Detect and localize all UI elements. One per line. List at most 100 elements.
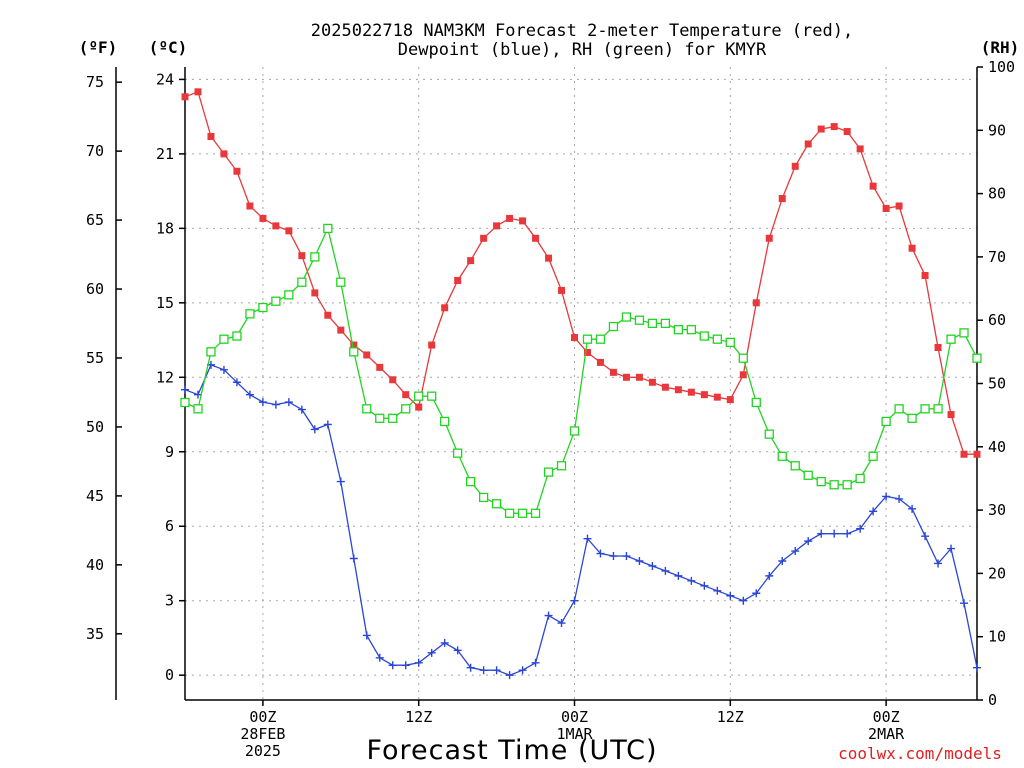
- celsius-tick-label: 18: [156, 219, 174, 237]
- celsius-tick-label: 3: [165, 592, 174, 610]
- dewpoint-point: [960, 599, 969, 608]
- rh-point: [868, 451, 878, 461]
- temperature-point: [350, 341, 358, 349]
- dewpoint-point: [258, 398, 267, 407]
- dewpoint-point: [817, 529, 826, 538]
- dewpoint-point: [882, 492, 891, 501]
- rh-point: [790, 461, 800, 471]
- temperature-point: [635, 373, 643, 381]
- temperature-point: [869, 182, 877, 190]
- rh-tick-label: 0: [988, 691, 997, 709]
- rh-point: [362, 404, 372, 414]
- rh-point: [946, 334, 956, 344]
- rh-point: [193, 404, 203, 414]
- rh-point: [530, 508, 541, 518]
- dewpoint-point: [219, 365, 228, 374]
- rh-point: [582, 334, 593, 344]
- dewpoint-point: [570, 596, 579, 605]
- temperature-point: [220, 150, 228, 158]
- temperature-point: [194, 88, 202, 96]
- temperature-point: [882, 204, 890, 212]
- rh-point: [660, 318, 671, 329]
- rh-point: [738, 353, 748, 363]
- temperature-point: [259, 214, 267, 222]
- temperature-point: [415, 403, 423, 411]
- temperature-point: [298, 252, 306, 260]
- temperature-point: [726, 396, 734, 404]
- rh-point: [881, 416, 891, 427]
- temperature-point: [960, 450, 968, 458]
- series-temperature: [181, 88, 981, 458]
- rh-point: [933, 404, 943, 414]
- rh-point: [271, 296, 281, 306]
- rh-point: [504, 508, 515, 518]
- rh-point: [414, 391, 424, 401]
- temperature-point: [376, 363, 384, 371]
- rh-point: [725, 337, 735, 348]
- dewpoint-point: [401, 661, 410, 670]
- dewpoint-point: [557, 619, 566, 628]
- fahrenheit-tick-label: 60: [86, 280, 104, 298]
- tick-labels: 0 3 6 9 12 15 18 21 24 35 40 45 50 55 60 65 70 75 0 10 20 30 4…: [86, 58, 1015, 760]
- temperature-point: [921, 272, 929, 280]
- temperature-point: [207, 133, 215, 141]
- x-tick-label: 00Z: [249, 708, 276, 726]
- rh-point: [258, 302, 268, 313]
- celsius-tick-label: 12: [156, 368, 174, 386]
- rh-point: [595, 334, 606, 344]
- rh-point: [310, 252, 320, 262]
- temperature-point: [493, 222, 501, 230]
- temperature-point: [648, 378, 656, 386]
- celsius-tick-label: 21: [156, 145, 174, 163]
- rh-point: [959, 328, 969, 338]
- dewpoint-point: [752, 589, 761, 598]
- dewpoint-point: [388, 661, 397, 670]
- celsius-tick-label: 15: [156, 294, 174, 312]
- rh-point: [673, 325, 684, 335]
- celsius-tick-label: 0: [165, 666, 174, 684]
- temperature-point: [545, 254, 553, 262]
- temperature-point: [233, 167, 241, 175]
- temperature-point: [389, 376, 397, 384]
- dewpoint-point: [505, 671, 514, 680]
- rh-point: [427, 391, 437, 401]
- dewpoint-point: [726, 591, 735, 600]
- fahrenheit-tick-label: 45: [86, 487, 104, 505]
- rh-point: [686, 325, 697, 335]
- temperature-point: [895, 202, 903, 210]
- rh-point: [491, 499, 502, 509]
- temperature-point: [609, 368, 617, 376]
- temperature-point: [804, 140, 812, 148]
- series-rh: [180, 223, 982, 518]
- temperature-point: [181, 93, 189, 101]
- dewpoint-point: [973, 663, 981, 672]
- dewpoint-point: [492, 666, 501, 675]
- dewpoint-point: [895, 494, 904, 503]
- dewpoint-point: [479, 666, 488, 675]
- rh-point: [621, 312, 632, 322]
- dewpoint-point: [232, 378, 241, 387]
- rh-point: [206, 347, 216, 357]
- rh-point: [907, 413, 917, 423]
- dewpoint-point: [687, 576, 696, 585]
- dewpoint-point: [375, 653, 384, 662]
- dewpoint-point: [414, 658, 423, 667]
- fahrenheit-tick-label: 70: [86, 142, 104, 160]
- temperature-point: [571, 334, 579, 342]
- dewpoint-point: [843, 529, 852, 538]
- dewpoint-point: [181, 385, 189, 394]
- rh-tick-label: 80: [988, 185, 1006, 203]
- temperature-point: [596, 358, 604, 366]
- dewpoint-point: [804, 537, 813, 546]
- dewpoint-point: [271, 400, 280, 409]
- x-tick-label: 2MAR: [868, 725, 905, 743]
- dewpoint-point: [778, 556, 787, 565]
- celsius-tick-label: 6: [165, 517, 174, 535]
- rh-point: [232, 331, 242, 341]
- fahrenheit-tick-label: 40: [86, 556, 104, 574]
- dewpoint-point: [310, 425, 319, 434]
- dewpoint-point: [765, 571, 774, 580]
- rh-point: [284, 290, 294, 300]
- dewpoint-point: [544, 611, 553, 620]
- series-dewpoint: [181, 360, 981, 680]
